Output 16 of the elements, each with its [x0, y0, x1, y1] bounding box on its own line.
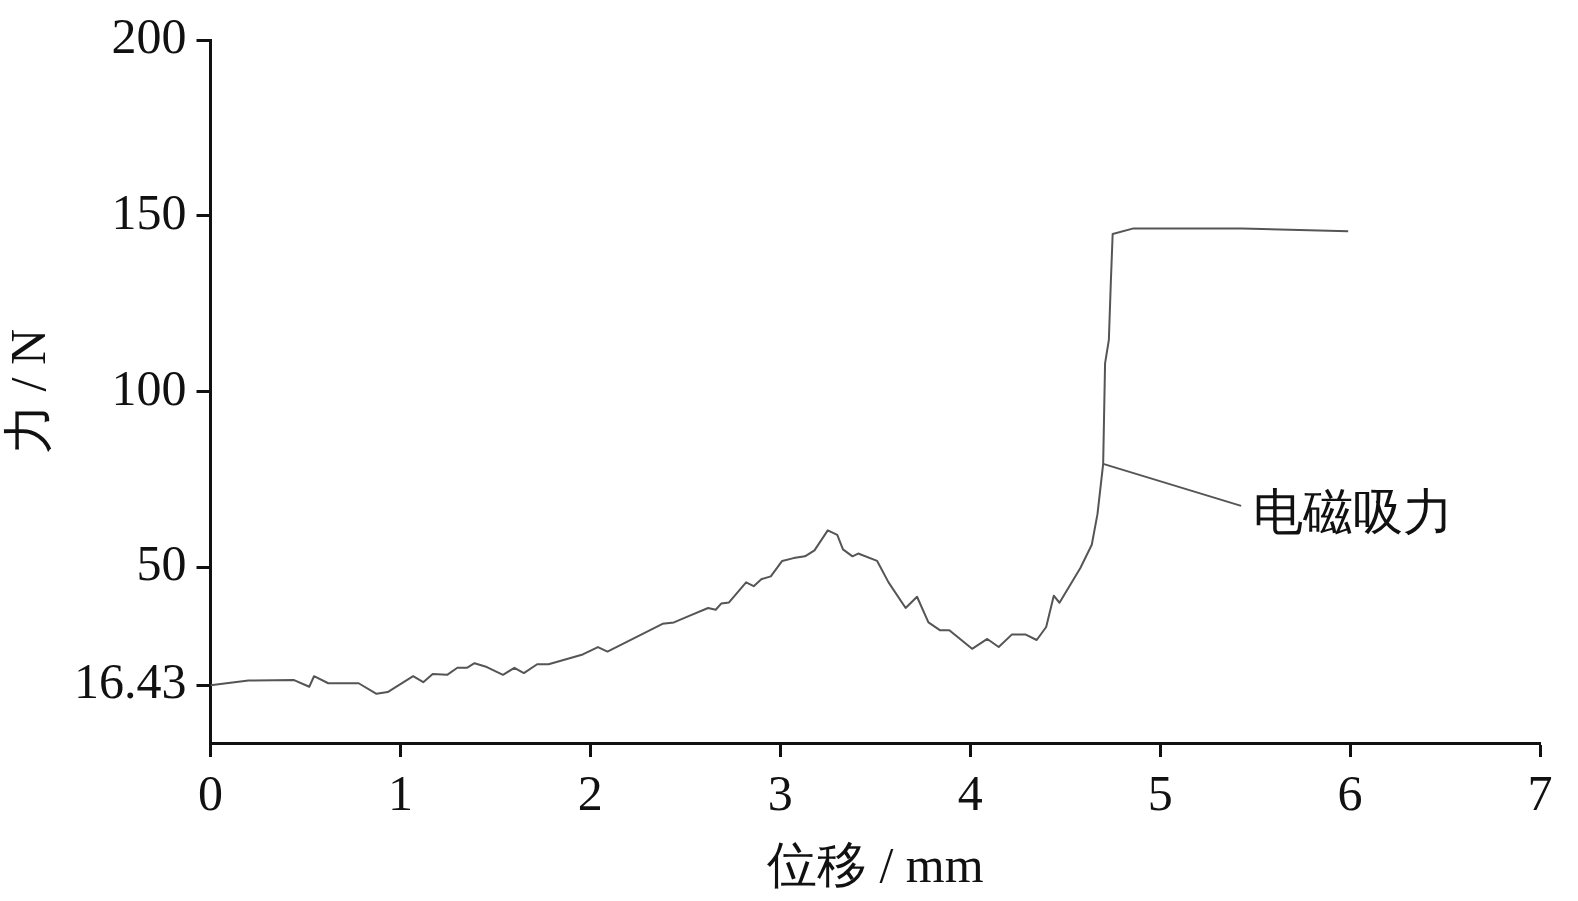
x-tick-label: 1	[387, 765, 413, 822]
x-tick-label: 0	[198, 765, 223, 822]
y-tick-label: 16.43	[74, 653, 187, 710]
y-axis-title: 力 / N	[0, 329, 57, 454]
annotation: 电磁吸力	[1253, 484, 1454, 541]
x-tick-label: 7	[1527, 765, 1553, 822]
y-tick-label: 150	[111, 183, 187, 240]
y-tick-label: 50	[136, 535, 187, 592]
y-tick-label: 200	[111, 8, 187, 65]
x-tick-label: 2	[577, 765, 603, 822]
x-tick-label: 6	[1337, 765, 1363, 822]
x-tick-label: 3	[767, 765, 793, 822]
x-tick-label: 5	[1147, 765, 1173, 822]
y-tick-label: 100	[111, 359, 187, 416]
x-axis-title: 位移 / mm	[766, 837, 984, 894]
x-tick-label: 4	[957, 765, 983, 822]
